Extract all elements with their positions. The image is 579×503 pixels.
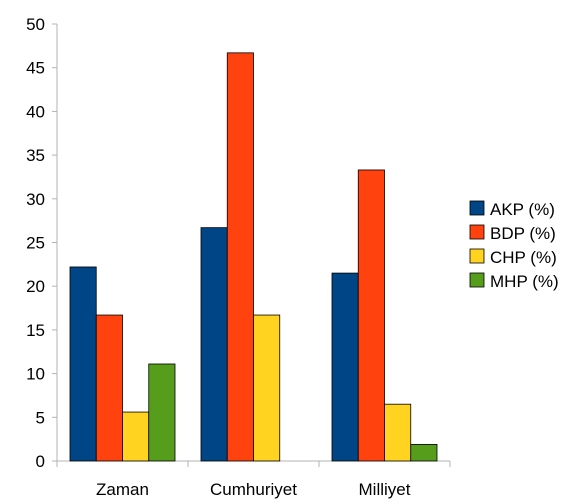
legend-label: AKP (%) — [490, 200, 555, 219]
y-axis-ticks: 0 5 10 15 20 25 30 35 40 45 50 — [26, 15, 57, 471]
category-label: Milliyet — [359, 480, 411, 499]
y-tick-label: 35 — [26, 146, 45, 165]
bars-group — [69, 52, 438, 462]
legend: AKP (%) BDP (%) CHP (%) MHP (%) — [469, 200, 559, 291]
legend-swatch — [469, 200, 485, 216]
legend-label: CHP (%) — [490, 248, 557, 267]
legend-swatch — [469, 224, 485, 240]
y-tick-label: 45 — [26, 59, 45, 78]
legend-swatch — [469, 248, 485, 264]
legend-label: MHP (%) — [490, 272, 559, 291]
y-tick-label: 5 — [36, 408, 45, 427]
bar — [253, 314, 281, 462]
y-tick-label: 15 — [26, 321, 45, 340]
y-tick-label: 10 — [26, 365, 45, 384]
bar — [410, 443, 438, 462]
category-label: Cumhuriyet — [210, 480, 297, 499]
x-axis-ticks — [56, 461, 451, 467]
category-label: Zaman — [96, 480, 149, 499]
category-labels: Zaman Cumhuriyet Milliyet — [96, 480, 411, 499]
y-tick-label: 40 — [26, 102, 45, 121]
bar — [69, 266, 97, 462]
bar — [122, 411, 150, 462]
y-tick-label: 0 — [36, 452, 45, 471]
y-tick-label: 25 — [26, 234, 45, 253]
bar — [357, 169, 385, 462]
y-tick-label: 50 — [26, 15, 45, 34]
bar — [384, 403, 412, 462]
bar — [200, 227, 228, 462]
y-tick-label: 20 — [26, 277, 45, 296]
legend-swatch — [469, 272, 485, 288]
bar — [95, 314, 123, 462]
legend-label: BDP (%) — [490, 224, 556, 243]
bar — [331, 272, 359, 462]
y-tick-label: 30 — [26, 190, 45, 209]
bar — [148, 363, 176, 462]
bar — [226, 52, 254, 462]
